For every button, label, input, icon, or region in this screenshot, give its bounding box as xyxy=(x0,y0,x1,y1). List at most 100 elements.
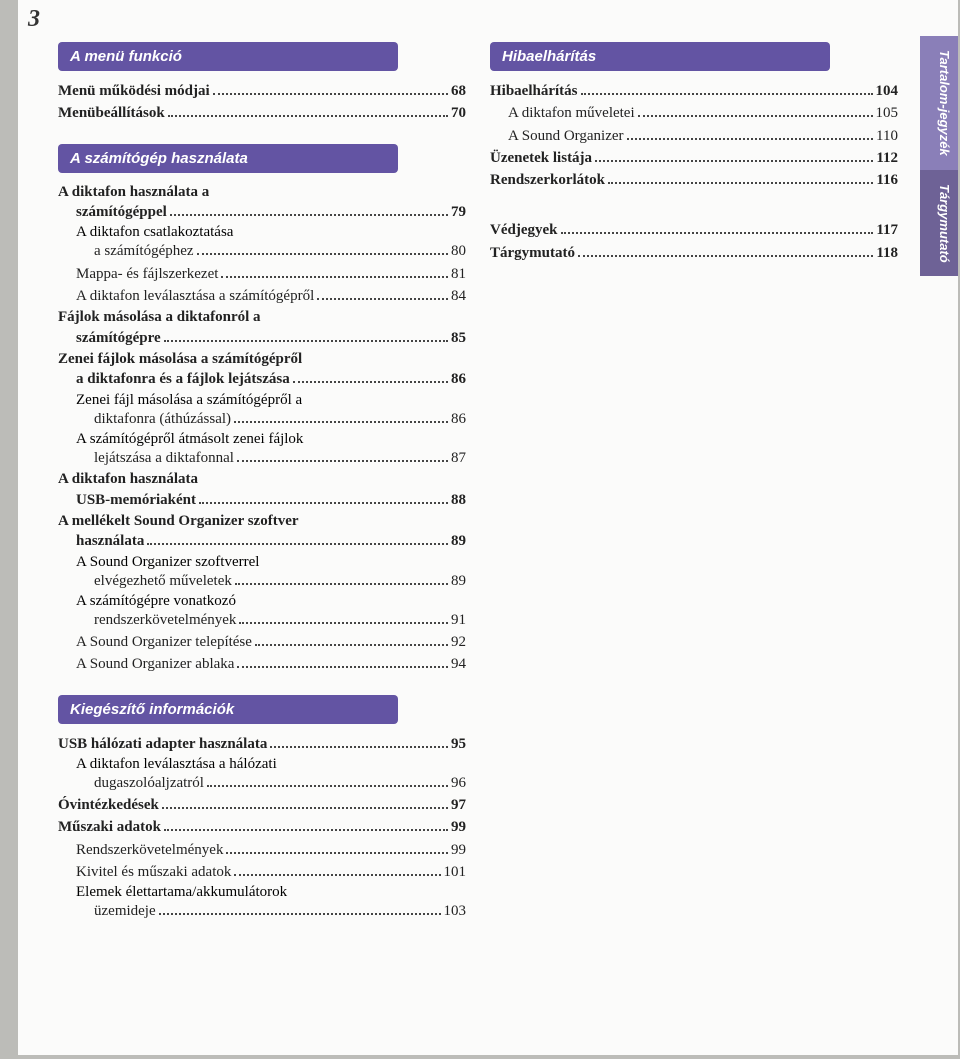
toc-entry[interactable]: rendszerkövetelmények 91 xyxy=(94,610,466,630)
toc-dots xyxy=(561,224,874,235)
section-heading: Hibaelhárítás xyxy=(490,42,830,71)
section-heading: A számítógép használata xyxy=(58,144,398,173)
toc-entry-label: Menü működési módjai xyxy=(58,81,210,101)
toc-dots xyxy=(197,245,448,256)
toc-entry-label: elvégezhető műveletek xyxy=(94,571,232,591)
toc-entry-page: 110 xyxy=(876,126,898,146)
toc-entry[interactable]: Üzenetek listája 112 xyxy=(490,148,898,168)
toc-entry-label: A diktafon műveletei xyxy=(508,103,635,123)
toc-entry[interactable]: elvégezhető műveletek 89 xyxy=(94,571,466,591)
toc-dots xyxy=(293,373,448,384)
toc-entry-page: 87 xyxy=(451,448,466,468)
toc-entry-page: 116 xyxy=(876,170,898,190)
toc-dots xyxy=(159,905,441,916)
toc-entry[interactable]: számítógépre85 xyxy=(76,328,466,348)
toc-dots xyxy=(239,613,448,624)
toc-entry[interactable]: Védjegyek117 xyxy=(490,220,898,240)
toc-entry-page: 97 xyxy=(451,795,466,815)
toc-entry-label: A számítógépről átmásolt zenei fájlok xyxy=(76,431,466,448)
toc-entry-page: 89 xyxy=(451,571,466,591)
toc-entry[interactable]: Hibaelhárítás 104 xyxy=(490,81,898,101)
toc-entry-page: 112 xyxy=(876,148,898,168)
right-column: HibaelhárításHibaelhárítás104A diktafon … xyxy=(490,38,898,937)
toc-entry[interactable]: USB hálózati adapter használata95 xyxy=(58,734,466,754)
toc-entry-page: 68 xyxy=(451,81,466,101)
toc-dots xyxy=(595,151,873,162)
toc-entry[interactable]: Műszaki adatok99 xyxy=(58,817,466,837)
toc-entry-label: A mellékelt Sound Organizer szoftver xyxy=(58,512,466,532)
toc-entry-page: 88 xyxy=(451,490,466,510)
toc-entry[interactable]: A Sound Organizer telepítése92 xyxy=(76,632,466,652)
toc-entry-label: rendszerkövetelmények xyxy=(94,610,236,630)
toc-entry[interactable]: Óvintézkedések97 xyxy=(58,795,466,815)
content-columns: A menü funkcióMenü működési módjai68Menü… xyxy=(58,38,928,937)
toc-entry[interactable]: USB-memóriaként 88 xyxy=(76,490,466,510)
toc-entry[interactable]: Menü működési módjai 68 xyxy=(58,81,466,101)
toc-entry-page: 94 xyxy=(451,654,466,674)
toc-entry-page: 80 xyxy=(451,241,466,261)
toc-entry[interactable]: dugaszolóaljzatról96 xyxy=(94,773,466,793)
side-tab[interactable]: Tárgymutató xyxy=(920,170,958,277)
toc-entry-page: 99 xyxy=(451,840,466,860)
toc-entry-label: lejátszása a diktafonnal xyxy=(94,448,234,468)
toc-entry[interactable]: A diktafon műveletei105 xyxy=(508,103,898,123)
toc-entry-page: 86 xyxy=(451,409,466,429)
toc-entry-label: számítógépre xyxy=(76,328,161,348)
toc-entry-label: Üzenetek listája xyxy=(490,148,592,168)
toc-entry-page: 104 xyxy=(876,81,899,101)
toc-entry[interactable]: használata89 xyxy=(76,531,466,551)
toc-entry-label: Hibaelhárítás xyxy=(490,81,578,101)
toc-dots xyxy=(162,799,448,810)
toc-entry[interactable]: Rendszerkorlátok 116 xyxy=(490,170,898,190)
toc-entry-label: A diktafon használata xyxy=(58,470,466,490)
toc-dots xyxy=(207,776,448,787)
toc-entry-label: A Sound Organizer ablaka xyxy=(76,654,234,674)
toc-entry-page: 118 xyxy=(876,243,898,263)
toc-entry-label: USB-memóriaként xyxy=(76,490,196,510)
toc-dots xyxy=(237,658,448,669)
toc-entry-label: A Sound Organizer telepítése xyxy=(76,632,252,652)
toc-entry[interactable]: lejátszása a diktafonnal 87 xyxy=(94,448,466,468)
toc-entry-label: számítógéppel xyxy=(76,202,167,222)
toc-entry-label: a diktafonra és a fájlok lejátszása xyxy=(76,369,290,389)
toc-entry[interactable]: Rendszerkövetelmények99 xyxy=(76,840,466,860)
toc-entry[interactable]: számítógéppel79 xyxy=(76,202,466,222)
toc-entry-label: Rendszerkorlátok xyxy=(490,170,605,190)
toc-dots xyxy=(168,107,448,118)
toc-entry[interactable]: A diktafon leválasztása a számítógépről 8… xyxy=(76,286,466,306)
toc-entry[interactable]: a számítógéphez80 xyxy=(94,241,466,261)
toc-entry[interactable]: a diktafonra és a fájlok lejátszása86 xyxy=(76,369,466,389)
toc-entry-page: 81 xyxy=(451,264,466,284)
toc-entry-page: 84 xyxy=(451,286,466,306)
toc-entry-label: Menübeállítások xyxy=(58,103,165,123)
toc-entry-label: diktafonra (áthúzással) xyxy=(94,409,231,429)
section-heading: Kiegészítő információk xyxy=(58,695,398,724)
toc-dots xyxy=(627,129,874,140)
side-tab[interactable]: Tartalom-jegyzék xyxy=(920,36,958,170)
toc-entry-label: dugaszolóaljzatról xyxy=(94,773,204,793)
toc-entry-page: 103 xyxy=(444,901,467,921)
toc-entry[interactable]: Menübeállítások70 xyxy=(58,103,466,123)
toc-entry-page: 91 xyxy=(451,610,466,630)
left-column: A menü funkcióMenü működési módjai68Menü… xyxy=(58,38,466,937)
toc-entry[interactable]: Mappa- és fájlszerkezet81 xyxy=(76,264,466,284)
toc-entry[interactable]: Tárgymutató118 xyxy=(490,243,898,263)
toc-dots xyxy=(638,107,873,118)
toc-entry[interactable]: Kivitel és műszaki adatok101 xyxy=(76,862,466,882)
document-page: 3 A menü funkcióMenü működési módjai68Me… xyxy=(18,0,958,1055)
toc-entry-page: 95 xyxy=(451,734,466,754)
toc-dots xyxy=(226,843,448,854)
toc-entry[interactable]: üzemideje103 xyxy=(94,901,466,921)
toc-entry-label: A diktafon leválasztása a számítógépről xyxy=(76,286,314,306)
toc-entry-label: A számítógépre vonatkozó xyxy=(76,593,466,610)
toc-dots xyxy=(147,535,448,546)
toc-dots xyxy=(199,493,448,504)
toc-entry-label: használata xyxy=(76,531,144,551)
toc-dots xyxy=(234,865,440,876)
toc-entry[interactable]: A Sound Organizer110 xyxy=(508,126,898,146)
toc-entry[interactable]: A Sound Organizer ablaka 94 xyxy=(76,654,466,674)
section-heading: A menü funkció xyxy=(58,42,398,71)
toc-entry[interactable]: diktafonra (áthúzással) 86 xyxy=(94,409,466,429)
toc-dots xyxy=(608,174,873,185)
toc-entry-label: Elemek élettartama/akkumulátorok xyxy=(76,884,466,901)
